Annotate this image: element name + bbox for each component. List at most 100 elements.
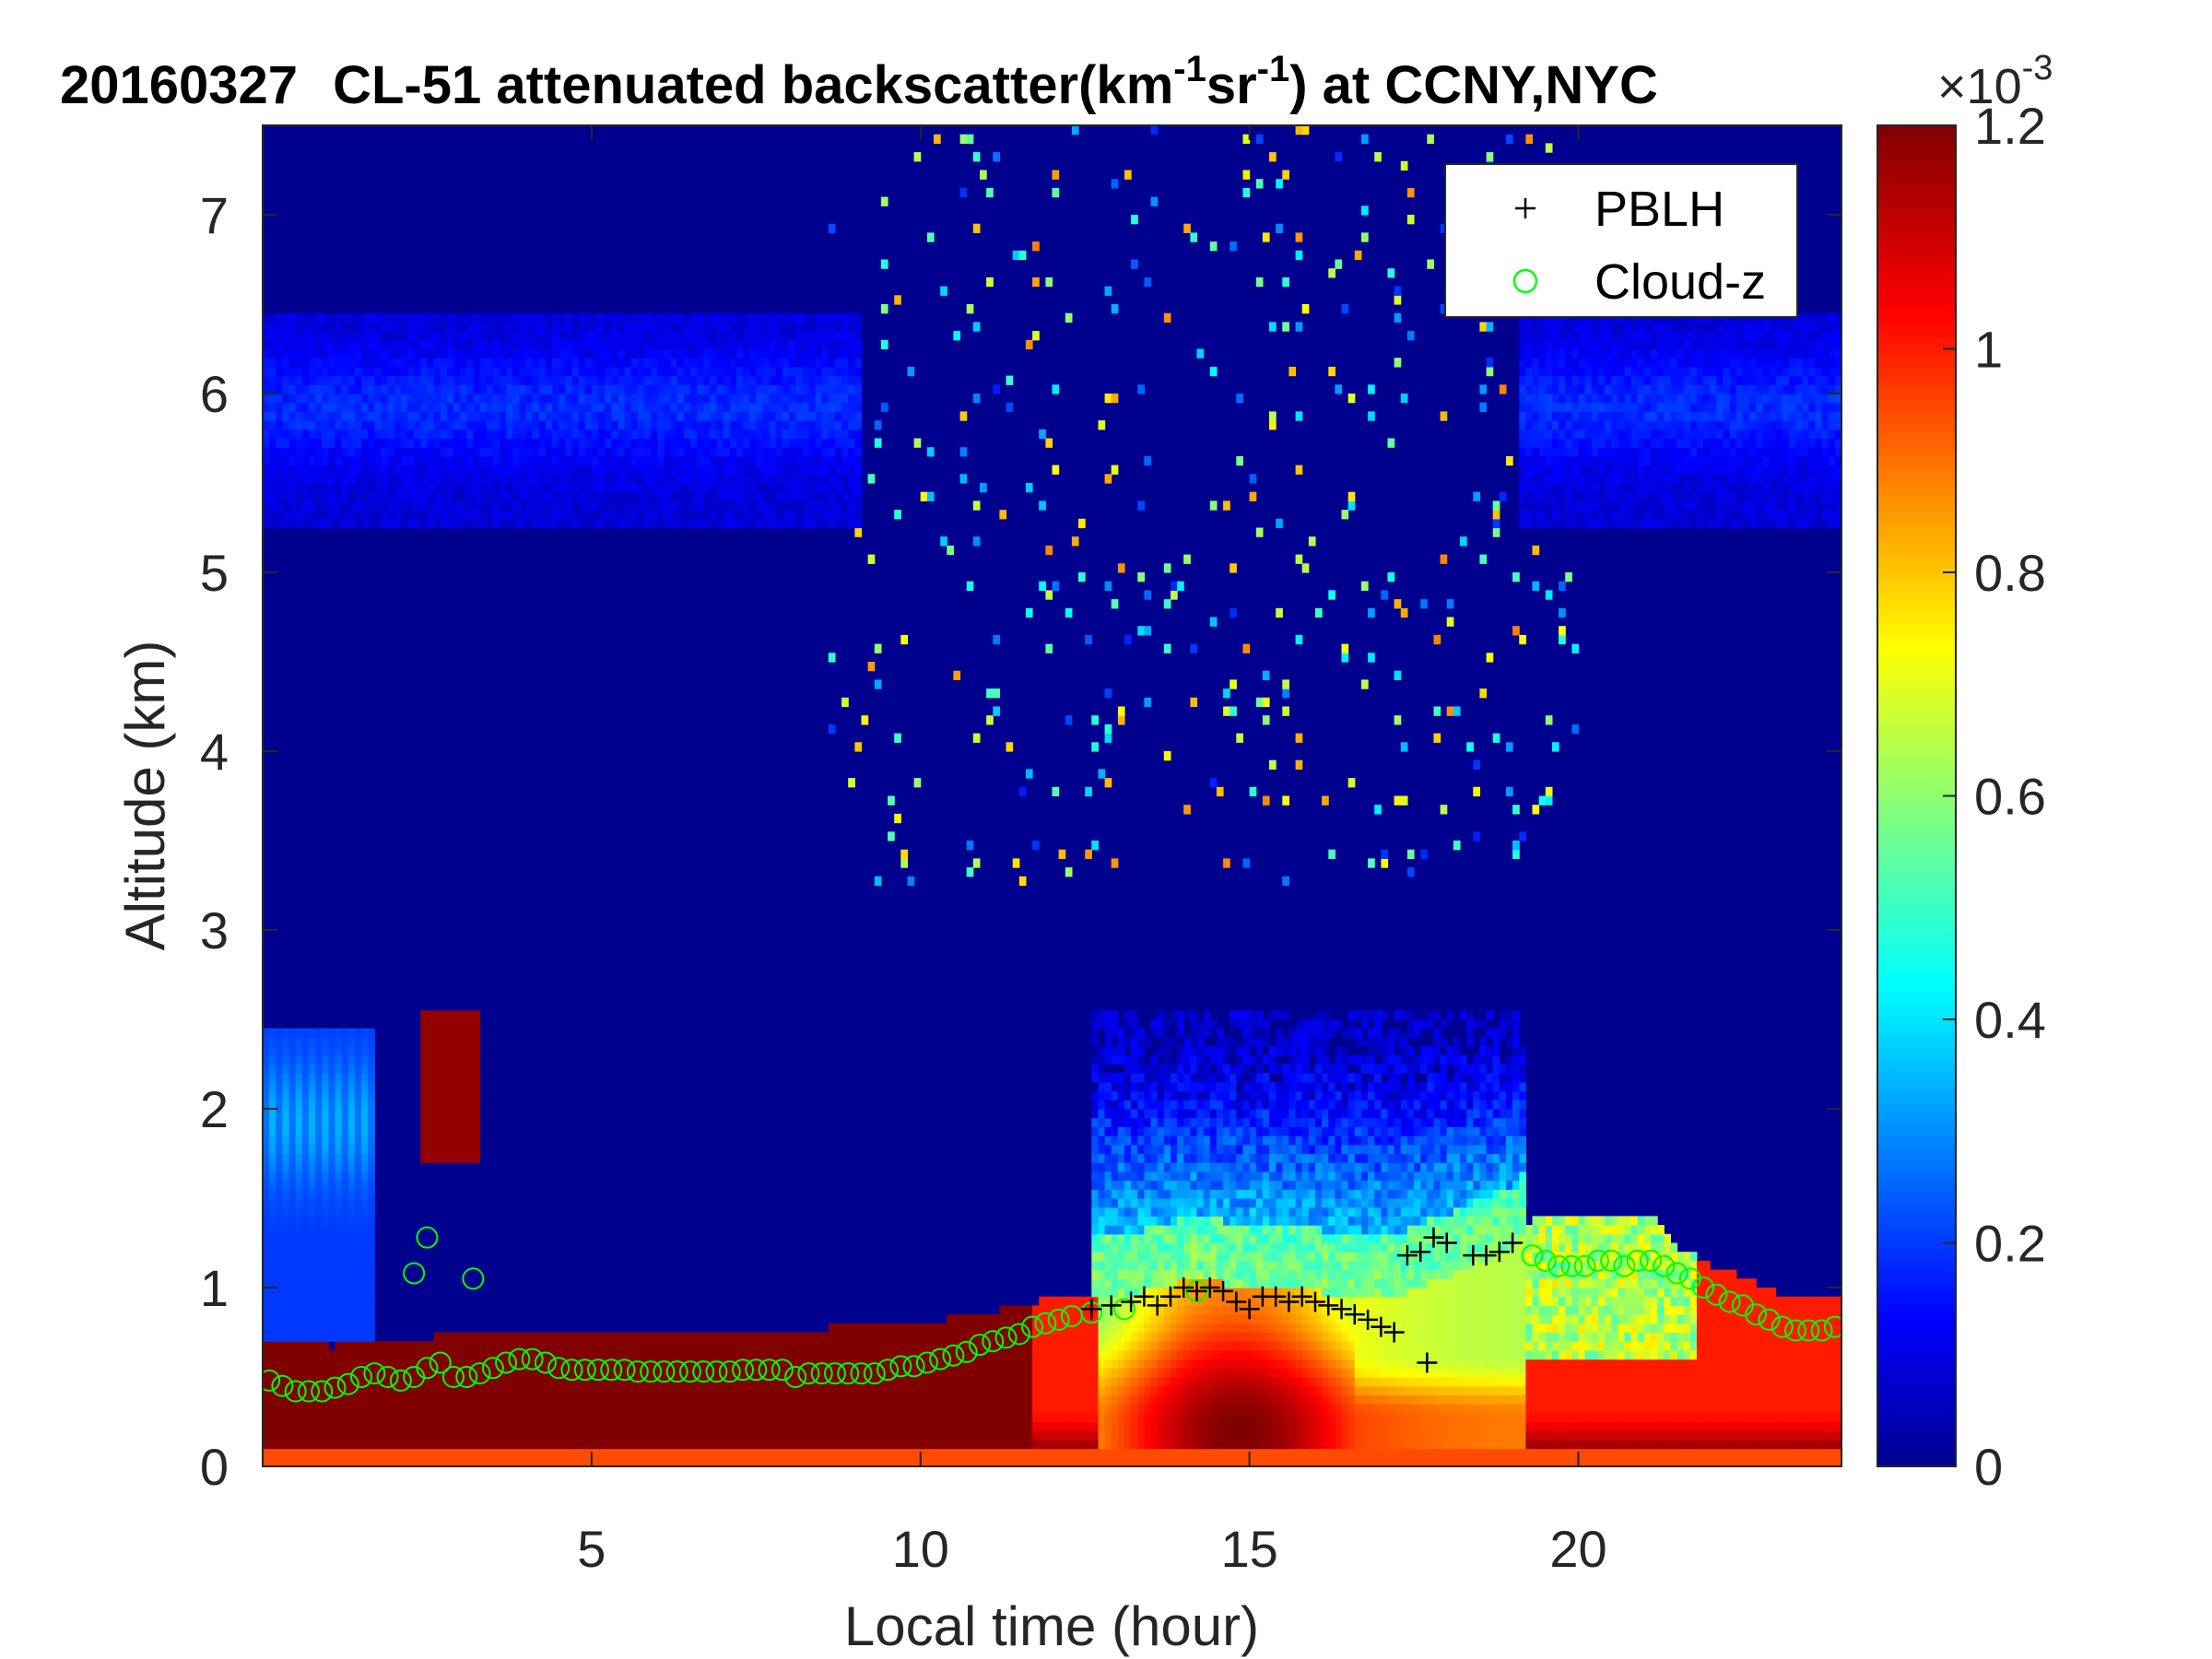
- heatmap-cell: [571, 510, 580, 520]
- heatmap-cell: [420, 375, 428, 385]
- heatmap-cell: [926, 1394, 935, 1405]
- heatmap-cell: [591, 518, 599, 529]
- heatmap-cell: [440, 1126, 448, 1136]
- heatmap-cell: [795, 1448, 803, 1458]
- heatmap-cell: [269, 375, 276, 385]
- heatmap-cell: [1065, 1385, 1073, 1395]
- heatmap-cell: [328, 1162, 336, 1172]
- heatmap-cell: [368, 322, 375, 332]
- heatmap-cell: [775, 1439, 783, 1450]
- heatmap-cell: [1071, 1385, 1079, 1395]
- heatmap-cell: [605, 1332, 612, 1342]
- heatmap-cell: [309, 331, 316, 341]
- heatmap-cell: [315, 1198, 323, 1208]
- heatmap-cell: [538, 312, 547, 323]
- heatmap-cell: [322, 411, 329, 421]
- heatmap-cell: [802, 384, 809, 394]
- heatmap-cell: [354, 1412, 362, 1423]
- heatmap-cell: [269, 1439, 276, 1450]
- heatmap-cell: [361, 465, 369, 475]
- heatmap-cell: [282, 322, 290, 332]
- heatmap-cell: [1045, 1368, 1053, 1378]
- heatmap-cell: [453, 1028, 461, 1038]
- heatmap-cell: [282, 1046, 290, 1056]
- heatmap-cell: [815, 358, 823, 368]
- heatmap-cell: [637, 1448, 645, 1458]
- heatmap-cell: [295, 1421, 303, 1431]
- heatmap-cell: [1058, 1448, 1066, 1458]
- heatmap-cell: [703, 366, 711, 377]
- heatmap-cell: [552, 1430, 559, 1441]
- heatmap-cell: [789, 1341, 796, 1351]
- heatmap-cell: [500, 1439, 507, 1450]
- heatmap-cell: [354, 500, 362, 511]
- heatmap-cell: [309, 1421, 316, 1431]
- heatmap-cell: [993, 1368, 1000, 1378]
- heatmap-cell: [473, 1090, 481, 1100]
- heatmap-cell: [492, 420, 500, 430]
- heatmap-cell: [335, 420, 343, 430]
- heatmap-cell: [762, 1359, 771, 1369]
- heatmap-cell: [309, 483, 316, 493]
- heatmap-cell: [433, 483, 441, 493]
- heatmap-cell: [335, 1109, 343, 1119]
- heatmap-cell: [841, 1448, 849, 1458]
- heatmap-cell: [440, 1019, 448, 1030]
- heatmap-cell: [749, 491, 757, 501]
- heatmap-cell: [729, 339, 737, 350]
- heatmap-cell: [651, 491, 658, 501]
- heatmap-cell: [552, 1341, 559, 1351]
- heatmap-cell: [276, 1109, 283, 1119]
- heatmap-cell: [545, 1430, 553, 1441]
- heatmap-cell: [263, 1046, 270, 1056]
- heatmap-cell: [269, 1430, 276, 1441]
- heatmap-cell: [301, 1394, 310, 1405]
- heatmap-cell: [894, 813, 901, 824]
- heatmap-cell: [309, 1439, 316, 1450]
- heatmap-cell: [1078, 1296, 1086, 1306]
- heatmap-cell: [328, 1189, 336, 1199]
- heatmap-cell: [301, 1314, 310, 1324]
- heatmap-cell: [295, 1028, 303, 1038]
- heatmap-cell: [335, 1216, 343, 1226]
- heatmap-cell: [723, 500, 731, 511]
- heatmap-cell: [775, 366, 783, 377]
- heatmap-cell: [433, 1010, 441, 1020]
- heatmap-cell: [618, 348, 626, 359]
- heatmap-cell: [630, 1341, 639, 1351]
- heatmap-cell: [420, 339, 428, 350]
- heatmap-cell: [1032, 1421, 1040, 1431]
- heatmap-cell: [861, 1404, 869, 1414]
- heatmap-cell: [584, 322, 593, 332]
- heatmap-cell: [466, 1439, 474, 1450]
- heatmap-cell: [309, 348, 316, 359]
- heatmap-cell: [584, 331, 593, 341]
- heatmap-cell: [354, 1144, 362, 1155]
- heatmap-cell: [986, 715, 994, 725]
- heatmap-cell: [1039, 1412, 1046, 1423]
- heatmap-cell: [368, 1404, 375, 1414]
- heatmap-cell: [486, 510, 494, 520]
- heatmap-cell: [618, 358, 626, 368]
- heatmap-cell: [605, 411, 612, 421]
- heatmap-cell: [263, 1430, 270, 1441]
- heatmap-cell: [611, 1421, 618, 1431]
- heatmap-cell: [276, 1144, 283, 1155]
- heatmap-cell: [414, 438, 421, 448]
- heatmap-cell: [479, 1457, 488, 1466]
- heatmap-cell: [479, 474, 488, 484]
- heatmap-cell: [749, 1439, 757, 1450]
- heatmap-cell: [328, 1225, 336, 1235]
- heatmap-cell: [288, 1296, 297, 1306]
- heatmap-cell: [769, 518, 777, 529]
- chart-title: 20160327 CL-51 attenuated backscatter(km-…: [60, 49, 1658, 115]
- heatmap-cell: [479, 1448, 488, 1458]
- heatmap-cell: [263, 402, 270, 412]
- heatmap-cell: [538, 1377, 547, 1387]
- heatmap-cell: [624, 438, 632, 448]
- heatmap-cell: [591, 331, 599, 341]
- heatmap-cell: [697, 1349, 704, 1360]
- heatmap-cell: [440, 1457, 448, 1466]
- heatmap-cell: [729, 384, 737, 394]
- heatmap-cell: [835, 420, 842, 430]
